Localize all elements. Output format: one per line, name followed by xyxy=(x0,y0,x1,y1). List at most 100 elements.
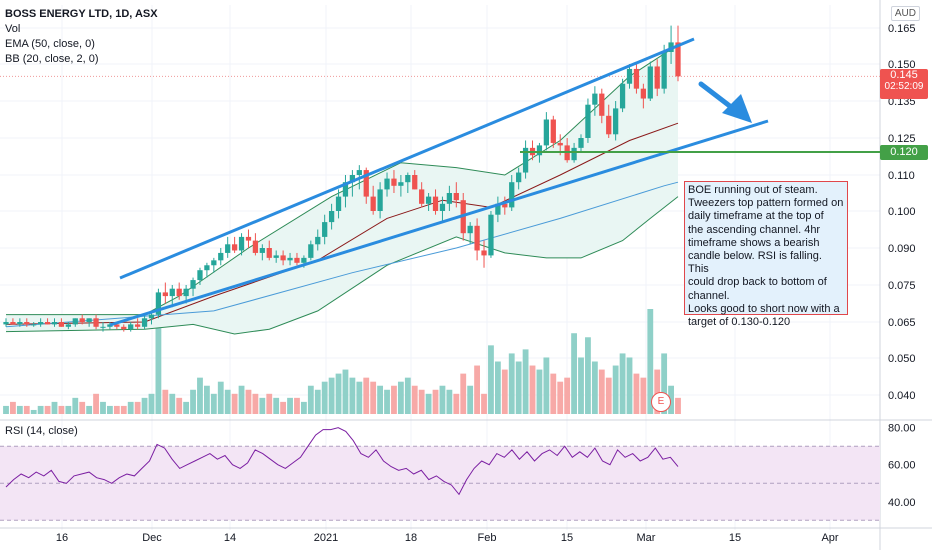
volume-bar xyxy=(238,385,245,414)
candle-body xyxy=(231,244,238,251)
volume-bar xyxy=(397,381,404,414)
candle-body xyxy=(148,314,155,319)
volume-bar xyxy=(550,373,557,414)
candle-body xyxy=(474,225,480,251)
candle-body xyxy=(259,248,265,253)
candle-body xyxy=(252,240,259,253)
candle-body xyxy=(65,324,71,327)
last-price-badge: 0.145 02:52:09 xyxy=(880,69,928,99)
note-line: timeframe shows a bearish xyxy=(688,236,820,249)
volume-bar xyxy=(162,389,169,414)
volume-bar xyxy=(210,393,217,414)
time-tick-label: 14 xyxy=(224,532,236,544)
candle-body xyxy=(107,324,113,327)
candle-body xyxy=(516,172,522,183)
price-tick-label: 0.125 xyxy=(888,133,916,145)
symbol-legend[interactable]: BOSS ENERGY LTD, 1D, ASX Vol EMA (50, cl… xyxy=(5,7,158,67)
volume-bar xyxy=(141,397,148,414)
candle-body xyxy=(162,292,168,297)
candle-body xyxy=(495,203,501,215)
candle-body xyxy=(613,108,619,135)
volume-bar xyxy=(23,405,30,414)
candle-body xyxy=(183,288,189,297)
ema-line xyxy=(5,181,679,328)
volume-bar xyxy=(481,393,487,414)
price-tick-label: 0.165 xyxy=(888,23,916,35)
volume-bar xyxy=(578,357,584,414)
candle-body xyxy=(86,318,92,322)
down-arrow-head xyxy=(722,94,752,123)
candle-body xyxy=(578,138,584,148)
volume-bar xyxy=(120,405,127,414)
candle-body xyxy=(238,236,245,251)
volume-bar xyxy=(176,397,183,414)
volume-bar xyxy=(3,405,9,414)
candle-body xyxy=(294,257,300,263)
candle-body xyxy=(301,257,307,263)
volume-bar xyxy=(300,401,307,414)
rsi-legend[interactable]: RSI (14, close) xyxy=(5,424,78,439)
volume-bar xyxy=(633,373,640,414)
candle-body xyxy=(467,225,473,234)
volume-bar xyxy=(183,401,190,414)
candle-body xyxy=(349,175,356,183)
candle-body xyxy=(377,189,383,211)
note-line: Tweezers top pattern formed on xyxy=(688,197,844,210)
rsi-pane xyxy=(0,427,880,521)
volume-bar xyxy=(654,369,661,414)
volume-bar xyxy=(51,401,58,414)
volume-bar xyxy=(197,377,203,414)
candle-body xyxy=(363,170,369,197)
volume-bar xyxy=(411,385,418,414)
candle-body xyxy=(72,318,78,325)
note-line: BOE running out of steam. xyxy=(688,184,818,196)
candle-body xyxy=(114,324,120,327)
candle-body xyxy=(31,324,37,326)
rsi-line xyxy=(5,427,679,496)
volume-bar xyxy=(58,405,65,414)
time-tick-label: 18 xyxy=(405,532,417,544)
candle-body xyxy=(100,326,106,328)
candle-body xyxy=(550,119,556,143)
volume-bar xyxy=(72,397,79,414)
volume-bar xyxy=(439,385,446,414)
currency-label[interactable]: AUD xyxy=(890,6,920,21)
candle-body xyxy=(44,322,51,325)
candle-body xyxy=(266,248,272,258)
volume-bar xyxy=(626,357,633,414)
channel-lower-trendline xyxy=(109,119,769,327)
bollinger-basis-line xyxy=(5,122,679,325)
time-tick-label: 2021 xyxy=(314,532,338,544)
volume-bar xyxy=(543,357,550,414)
price-tick-label: 0.040 xyxy=(888,390,916,402)
bollinger-lower-line xyxy=(5,196,679,335)
volume-bar xyxy=(391,385,397,414)
analysis-note[interactable]: BOE running out of steam. Tweezers top p… xyxy=(684,181,848,328)
candle-body xyxy=(592,93,598,105)
bollinger-upper-line xyxy=(6,44,679,316)
volume-bar xyxy=(217,381,224,414)
time-tick-label: Feb xyxy=(478,532,497,544)
volume-bar xyxy=(425,393,432,414)
candle-body xyxy=(502,203,508,208)
note-line: candle below. RSI is falling. This xyxy=(688,250,822,276)
note-line: target of 0.130-0.120 xyxy=(688,316,791,329)
time-tick-label: Apr xyxy=(821,532,838,544)
candle-body xyxy=(10,322,16,325)
volume-bar xyxy=(446,389,453,414)
volume-bar xyxy=(65,405,72,414)
volume-bar xyxy=(342,369,349,414)
drawings xyxy=(109,37,880,327)
volume-bar xyxy=(37,405,44,414)
candle-body xyxy=(599,93,605,116)
candle-body xyxy=(654,66,660,89)
candle-body xyxy=(585,104,591,138)
earnings-marker[interactable]: E xyxy=(651,392,671,412)
candle-body xyxy=(335,196,342,211)
time-tick-label: 16 xyxy=(56,532,68,544)
volume-bar xyxy=(377,385,384,414)
note-line: could drop back to bottom of xyxy=(688,276,827,289)
volume-bar xyxy=(515,361,522,414)
legend-ema: EMA (50, close, 0) xyxy=(5,38,95,50)
